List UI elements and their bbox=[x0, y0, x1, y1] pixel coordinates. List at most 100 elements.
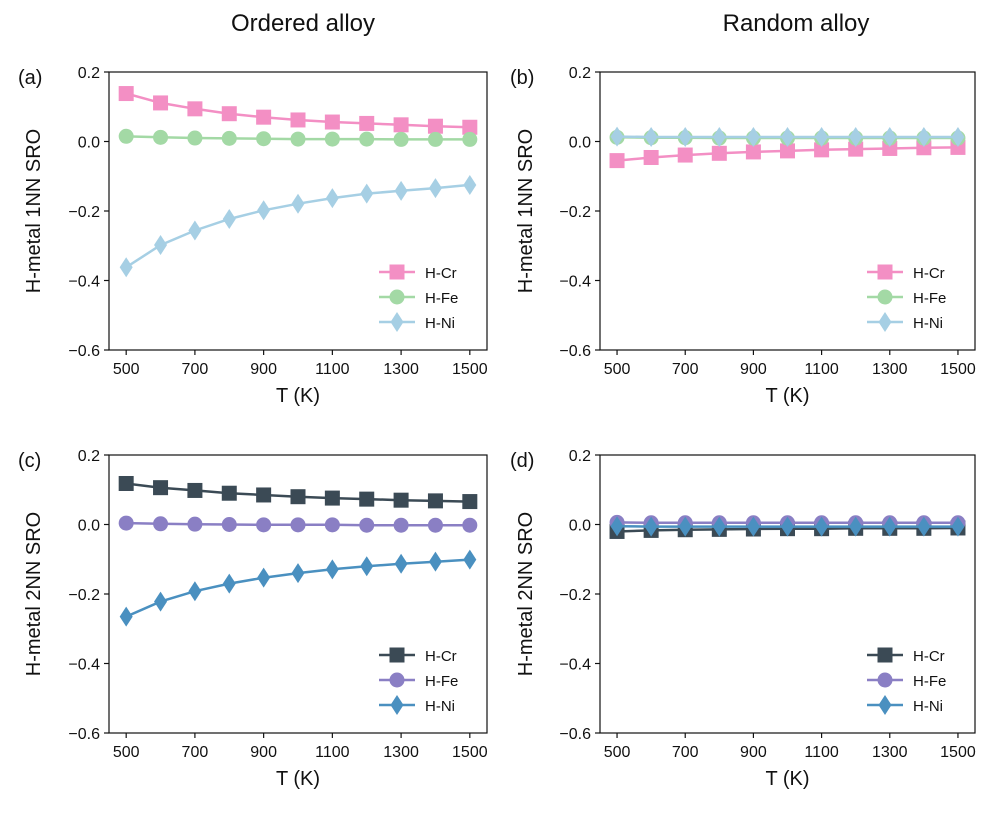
panel-label: (c) bbox=[18, 450, 41, 472]
legend-marker bbox=[390, 312, 404, 332]
data-point bbox=[119, 257, 133, 278]
x-tick-label: 1300 bbox=[872, 361, 908, 378]
data-point bbox=[324, 131, 340, 147]
series-h-ni bbox=[610, 516, 965, 537]
x-tick-label: 700 bbox=[672, 744, 699, 761]
data-point bbox=[849, 126, 863, 147]
data-point bbox=[393, 117, 409, 133]
x-tick-label: 900 bbox=[740, 744, 767, 761]
data-point bbox=[643, 149, 659, 165]
data-point bbox=[883, 126, 897, 147]
data-point bbox=[256, 487, 272, 503]
y-tick-label: −0.6 bbox=[68, 726, 100, 743]
legend-label: H-Ni bbox=[425, 315, 455, 332]
y-tick-label: −0.4 bbox=[68, 274, 100, 291]
y-tick-label: −0.2 bbox=[559, 587, 591, 604]
data-point bbox=[187, 101, 203, 117]
y-tick-label: −0.4 bbox=[559, 657, 591, 674]
y-tick-label: −0.2 bbox=[559, 204, 591, 221]
y-tick-label: 0.0 bbox=[78, 518, 100, 535]
legend: H-Cr H-Fe H-Ni bbox=[379, 647, 458, 715]
legend-label: H-Fe bbox=[425, 290, 458, 307]
data-point bbox=[221, 517, 237, 532]
data-point bbox=[883, 516, 897, 537]
legend-marker bbox=[878, 312, 892, 332]
legend-label: H-Cr bbox=[425, 648, 457, 665]
x-tick-label: 500 bbox=[113, 361, 140, 378]
legend-item: H-Fe bbox=[867, 672, 946, 690]
legend-label: H-Ni bbox=[913, 698, 943, 715]
data-point bbox=[610, 516, 624, 537]
legend-item: H-Cr bbox=[379, 264, 457, 282]
legend-marker bbox=[877, 647, 893, 663]
data-point bbox=[359, 131, 375, 147]
legend-marker bbox=[389, 289, 405, 305]
data-point bbox=[677, 147, 693, 163]
series-h-ni bbox=[119, 174, 477, 278]
x-tick-label: 1300 bbox=[872, 744, 908, 761]
x-tick-label: 1300 bbox=[383, 361, 419, 378]
data-point bbox=[427, 118, 443, 134]
x-tick-label: 900 bbox=[250, 744, 277, 761]
data-point bbox=[290, 131, 306, 147]
data-point bbox=[463, 174, 477, 195]
data-point bbox=[781, 126, 794, 147]
data-point bbox=[712, 126, 726, 147]
data-point bbox=[463, 549, 477, 570]
y-tick-label: 0.0 bbox=[569, 518, 591, 535]
data-point bbox=[849, 516, 863, 537]
data-point bbox=[427, 517, 443, 533]
legend-label: H-Fe bbox=[913, 673, 946, 690]
y-tick-label: −0.2 bbox=[68, 204, 100, 221]
data-point bbox=[325, 188, 339, 209]
data-point bbox=[187, 130, 203, 146]
x-tick-label: 700 bbox=[182, 744, 209, 761]
legend-label: H-Cr bbox=[913, 265, 945, 282]
data-point bbox=[359, 115, 375, 131]
legend-label: H-Cr bbox=[913, 648, 945, 665]
data-point bbox=[848, 141, 864, 157]
data-point bbox=[745, 144, 761, 160]
x-axis-label: T (K) bbox=[276, 385, 320, 407]
legend-label: H-Fe bbox=[913, 290, 946, 307]
data-point bbox=[257, 200, 271, 221]
data-point bbox=[290, 517, 306, 533]
x-tick-label: 700 bbox=[672, 361, 699, 378]
x-axis-label: T (K) bbox=[765, 768, 809, 790]
x-axis-label: T (K) bbox=[765, 385, 809, 407]
data-point bbox=[153, 480, 169, 496]
data-point bbox=[291, 563, 305, 584]
data-point bbox=[118, 515, 134, 531]
data-point bbox=[154, 591, 168, 612]
data-point bbox=[325, 559, 339, 580]
data-point bbox=[324, 517, 340, 533]
panel-label: (d) bbox=[510, 450, 534, 472]
legend: H-Cr H-Fe H-Ni bbox=[379, 264, 458, 332]
chart-panel-1: (a) 500 700 900 1100 1300 1500 0.2 0.0 −0.2 −0.4 −0… bbox=[18, 65, 488, 407]
legend-marker bbox=[878, 695, 892, 715]
data-point bbox=[153, 95, 169, 111]
x-tick-label: 1500 bbox=[452, 744, 488, 761]
data-point bbox=[882, 140, 898, 156]
legend-label: H-Cr bbox=[425, 265, 457, 282]
data-point bbox=[256, 131, 272, 147]
y-tick-label: 0.0 bbox=[569, 135, 591, 152]
data-point bbox=[188, 220, 202, 241]
data-point bbox=[427, 131, 443, 147]
legend: H-Cr H-Fe H-Ni bbox=[867, 264, 946, 332]
legend-marker bbox=[877, 264, 893, 280]
y-tick-label: 0.2 bbox=[78, 65, 100, 82]
data-point bbox=[221, 130, 237, 146]
y-axis-label: H-metal 1NN SRO bbox=[23, 129, 45, 293]
data-point bbox=[780, 143, 795, 159]
y-tick-label: −0.4 bbox=[68, 657, 100, 674]
data-point bbox=[118, 475, 134, 491]
series-h-fe bbox=[118, 128, 478, 147]
legend-marker bbox=[877, 672, 893, 688]
data-point bbox=[187, 482, 203, 498]
legend-item: H-Cr bbox=[867, 264, 945, 282]
x-tick-label: 1100 bbox=[315, 744, 350, 761]
data-point bbox=[119, 606, 133, 627]
data-point bbox=[257, 567, 271, 588]
